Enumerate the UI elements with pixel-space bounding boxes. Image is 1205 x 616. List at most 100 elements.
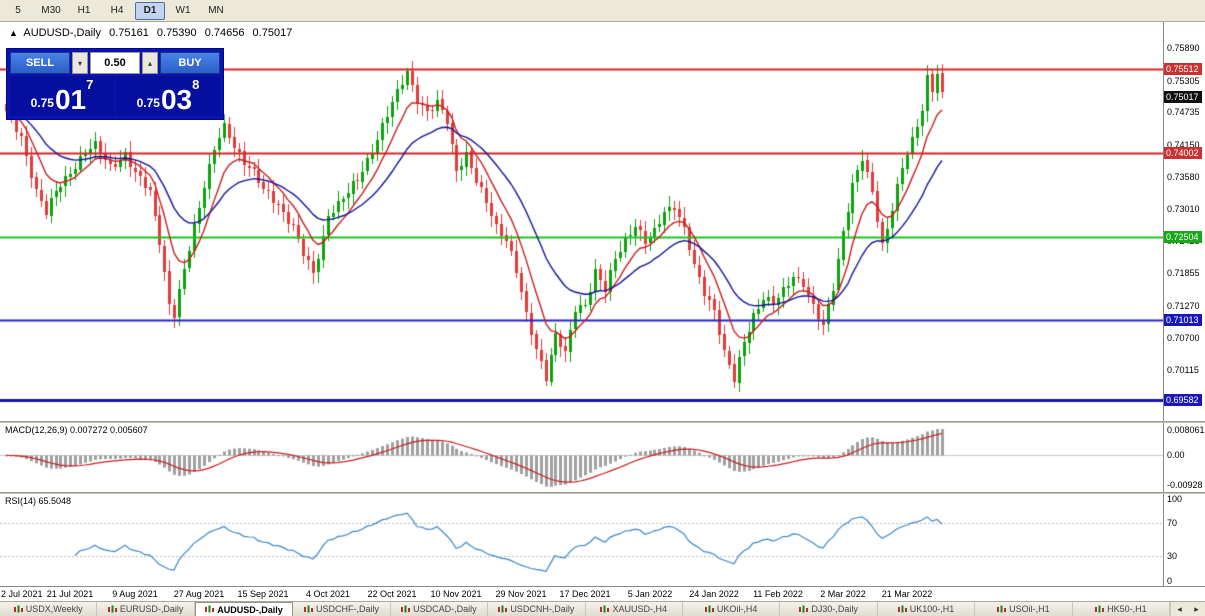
tab-dj30-daily[interactable]: DJ30-,Daily — [780, 602, 878, 616]
date-label: 21 Mar 2022 — [881, 589, 933, 599]
timeframe-button-5[interactable]: 5 — [15, 5, 21, 16]
price-axis[interactable]: 0.75890 0.75512 0.75305 0.75017 0.74735 0.741… — [1163, 22, 1205, 421]
tab-usdcnh-daily[interactable]: USDCNH-,Daily — [488, 602, 586, 616]
date-label: 10 Nov 2021 — [430, 589, 482, 599]
chart-icon — [107, 605, 117, 614]
tab-uk100-h1[interactable]: UK100-,H1 — [877, 602, 976, 616]
ohlc-open-value: 0.75161 — [109, 27, 149, 39]
tab-usdchf-daily[interactable]: USDCHF-,Daily — [293, 602, 391, 616]
chart-icon — [600, 605, 610, 614]
timeframe-button-h1[interactable]: H1 — [77, 5, 91, 16]
tab-label: AUDUSD-,Daily — [217, 604, 283, 615]
main-chart-panel: 0.75890 0.75512 0.75305 0.75017 0.74735 0.741… — [0, 22, 1205, 421]
sell-button[interactable]: SELL — [10, 52, 70, 74]
tab-usdx-weekly[interactable]: USDX,Weekly — [0, 602, 98, 616]
tab-label: UK100-,H1 — [909, 604, 955, 614]
volume-decrement-button[interactable]: ▾ — [72, 52, 88, 74]
chart-icon — [897, 605, 907, 614]
bid-price[interactable]: 0.75 01 7 — [10, 76, 114, 116]
ohlc-high-value: 0.75390 — [156, 27, 197, 39]
chart-icon — [401, 605, 411, 614]
timeframe-button-mn[interactable]: MN — [208, 5, 224, 16]
tab-label: DJ30-,Daily — [811, 604, 858, 614]
tab-scroll-left-button[interactable]: ◂ — [1177, 603, 1182, 614]
tab-eurusd-daily[interactable]: EURUSD-,Daily — [97, 602, 195, 616]
chart-icon — [1095, 605, 1105, 614]
price-axis-tick: 0.73580 — [1167, 171, 1200, 182]
timeframe-toolbar: 5 M30 H1 H4 D1 W1 MN — [0, 0, 1205, 22]
tab-label: UKOil-,H4 — [716, 604, 758, 614]
price-level-badge: 0.72504 — [1164, 230, 1202, 243]
rsi-label: RSI(14) 65.5048 — [5, 496, 72, 506]
chart-icon — [303, 605, 313, 614]
date-label: 2 Jul 2021 — [1, 589, 43, 599]
date-label: 29 Nov 2021 — [495, 589, 547, 599]
rsi-axis[interactable]: 100 70 30 0 — [1163, 494, 1205, 586]
rsi-axis-tick: 70 — [1167, 517, 1178, 528]
date-label: 21 Jul 2021 — [46, 589, 94, 599]
tab-hk50-h1[interactable]: HK50-,H1 — [1072, 602, 1171, 616]
price-axis-tick: 0.71855 — [1167, 268, 1200, 279]
timeframe-button-m30[interactable]: M30 — [41, 5, 61, 16]
tab-label: XAUUSD-,H4 — [612, 604, 667, 614]
price-axis-tick: 0.74735 — [1167, 107, 1200, 118]
timeframe-button-d1[interactable]: D1 — [135, 1, 165, 20]
date-label: 24 Jan 2022 — [689, 589, 739, 599]
macd-panel: 0.008061 0.00 -0.00928 MACD(12,26,9) 0.007… — [0, 423, 1205, 492]
timeframe-button-w1[interactable]: W1 — [175, 5, 191, 16]
date-label: 9 Aug 2021 — [112, 589, 158, 599]
price-axis-tick: 0.70115 — [1167, 365, 1199, 376]
price-axis-tick: 0.75890 — [1167, 42, 1200, 53]
volume-input[interactable]: 0.50 — [90, 52, 140, 74]
macd-axis[interactable]: 0.008061 0.00 -0.00928 — [1163, 423, 1205, 492]
rsi-panel-splitter[interactable] — [0, 492, 1205, 494]
date-axis[interactable]: 2 Jul 2021 21 Jul 2021 9 Aug 2021 27 Aug 20… — [0, 586, 1205, 601]
price-level-badge: 0.69582 — [1164, 393, 1202, 406]
tab-ukoil-h4[interactable]: UKOil-,H4 — [682, 602, 781, 616]
bid-price-point: 7 — [86, 77, 94, 92]
chart-icon — [799, 605, 809, 614]
price-level-badge: 0.75017 — [1164, 90, 1202, 103]
chart-symbol-label: AUDUSD-,Daily — [23, 27, 101, 39]
macd-panel-splitter[interactable] — [0, 421, 1205, 423]
buy-button[interactable]: BUY — [160, 52, 220, 74]
tab-usdcad-daily[interactable]: USDCAD-,Daily — [390, 602, 489, 616]
chart-icon — [13, 605, 23, 614]
chart-icon — [997, 605, 1007, 614]
date-label: 2 Mar 2022 — [820, 589, 866, 599]
price-axis-tick: 0.74150 — [1167, 140, 1200, 151]
tab-label: USDCHF-,Daily — [315, 604, 379, 614]
one-click-trade-panel: SELL ▾ 0.50 ▴ BUY 0.75 01 7 0.75 03 8 — [6, 48, 224, 120]
tab-usoil-h1[interactable]: USOil-,H1 — [975, 602, 1073, 616]
chart-tab-bar: USDX,Weekly EURUSD-,Daily AUDUSD-,Daily USD… — [0, 601, 1205, 616]
chart-header: ▲ AUDUSD-,Daily 0.75161 0.75390 0.74656 … — [9, 27, 297, 39]
tab-label: USDCAD-,Daily — [413, 604, 477, 614]
bid-price-pips: 01 — [54, 84, 87, 116]
chart-icon — [704, 605, 714, 614]
tab-label: HK50-,H1 — [1107, 604, 1147, 614]
tab-label: USDX,Weekly — [25, 604, 83, 614]
timeframe-button-h4[interactable]: H4 — [110, 5, 124, 16]
volume-increment-button[interactable]: ▴ — [142, 52, 158, 74]
rsi-axis-tick: 30 — [1167, 551, 1178, 562]
price-axis-tick: 0.73010 — [1167, 203, 1200, 214]
ask-price-prefix: 0.75 — [136, 96, 160, 110]
tab-audusd-daily[interactable]: AUDUSD-,Daily — [194, 602, 294, 616]
date-label: 17 Dec 2021 — [559, 589, 611, 599]
tab-label: EURUSD-,Daily — [119, 604, 184, 614]
ask-price-point: 8 — [192, 77, 200, 92]
tab-scroll-right-button[interactable]: ▸ — [1194, 603, 1199, 614]
macd-axis-tick: 0.00 — [1167, 450, 1185, 461]
ohlc-close-value: 0.75017 — [252, 27, 293, 39]
price-level-badge: 0.71013 — [1164, 314, 1202, 327]
date-label: 4 Oct 2021 — [305, 589, 351, 599]
macd-axis-tick: 0.008061 — [1167, 424, 1205, 435]
tab-xauusd-h4[interactable]: XAUUSD-,H4 — [585, 602, 683, 616]
date-label: 22 Oct 2021 — [367, 589, 417, 599]
chart-icon — [498, 605, 508, 614]
macd-axis-tick: -0.00928 — [1167, 480, 1203, 491]
rsi-canvas[interactable] — [0, 494, 1163, 586]
ask-price[interactable]: 0.75 03 8 — [116, 76, 220, 116]
macd-canvas[interactable] — [0, 423, 1163, 492]
